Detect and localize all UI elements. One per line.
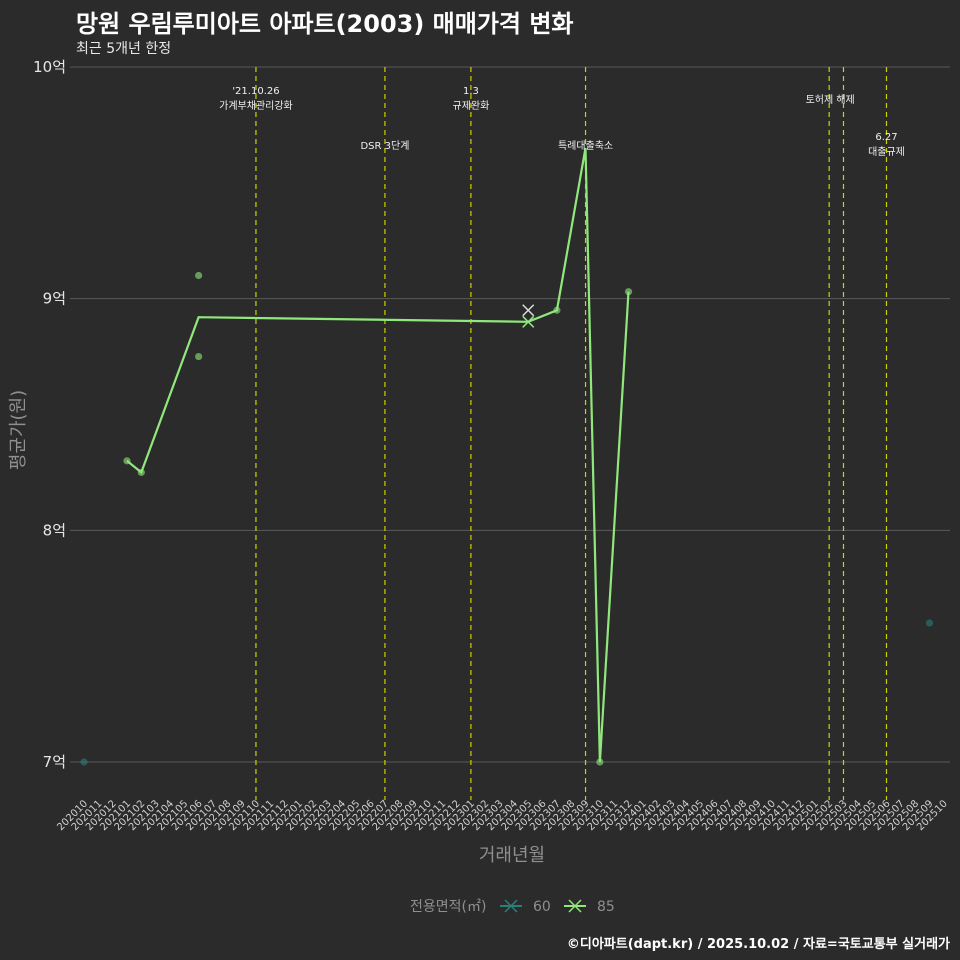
legend-label: 85: [597, 899, 615, 915]
event-label: 6.27: [875, 132, 897, 143]
data-point: [123, 457, 131, 465]
event-label: 대출규제: [868, 146, 905, 158]
data-point: [137, 468, 145, 477]
legend-cross: [568, 899, 582, 913]
chart-subtitle: 최근 5개년 한정: [76, 41, 172, 57]
event-label: 특례대출축소: [558, 140, 613, 152]
chart-title: 망원 우림루미아트 아파트(2003) 매매가격 변화: [76, 10, 574, 38]
cross-marker: [522, 315, 535, 328]
series-line-85: [126, 147, 630, 763]
legend-cross: [504, 899, 518, 913]
event-label: DSR 3단계: [360, 140, 409, 152]
legend-label: 60: [533, 899, 551, 915]
data-point: [624, 288, 633, 296]
event-label: 토허제 해제: [806, 93, 855, 106]
data-point: [596, 758, 604, 766]
y-axis-title: 평균가(원): [8, 390, 29, 470]
legend-title: 전용면적(㎡): [410, 899, 486, 915]
event-label: 가계부채관리강화: [219, 100, 293, 112]
x-axis-title: 거래년월: [479, 845, 545, 866]
data-point: [925, 619, 934, 627]
source-caption: ©디아파트(dapt.kr) / 2025.10.02 / 자료=국토교통부 실…: [566, 937, 950, 952]
y-tick-label: 7억: [43, 753, 66, 771]
event-label: '21.10.26: [232, 86, 279, 97]
y-tick-label: 8억: [43, 521, 66, 539]
cross-marker: [522, 304, 535, 317]
event-label: 1.3: [463, 86, 479, 97]
data-point: [195, 352, 203, 361]
event-label: 규제완화: [453, 100, 490, 112]
data-point: [195, 271, 203, 280]
y-tick-label: 10억: [33, 58, 66, 76]
y-tick-label: 9억: [43, 290, 66, 308]
data-point: [80, 758, 88, 766]
data-point: [553, 306, 561, 314]
